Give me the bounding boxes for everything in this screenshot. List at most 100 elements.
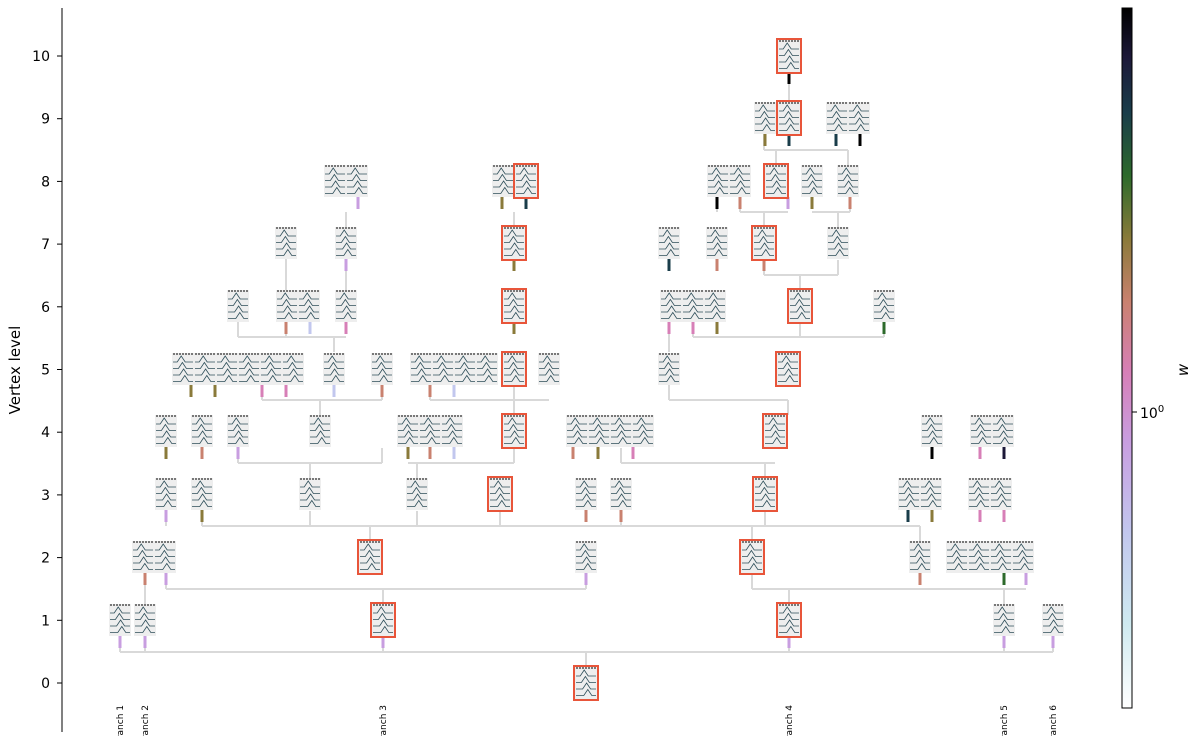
y-tick-label: 2 [41, 551, 50, 567]
branch-label: Branch 5 [1000, 705, 1010, 736]
node-glyph [323, 353, 345, 385]
highlight-frame [357, 539, 383, 575]
node-glyph [706, 227, 728, 259]
node-glyph [191, 415, 213, 447]
node-glyph [371, 353, 393, 385]
highlighted-node [763, 163, 789, 199]
node-glyph [566, 415, 654, 447]
highlighted-node [776, 602, 802, 638]
node-glyph [575, 541, 597, 573]
colorbar: 100 w [1121, 7, 1192, 709]
node-glyph [227, 290, 249, 322]
y-axis-title: Vertex level [6, 326, 24, 415]
node-glyph [134, 604, 156, 636]
highlighted-node [501, 288, 527, 324]
highlighted-node [762, 413, 788, 449]
node-glyph [109, 604, 131, 636]
node-glyph [827, 227, 849, 259]
node-glyph [837, 165, 859, 197]
y-tick-label: 4 [41, 425, 50, 441]
node-glyph [406, 478, 428, 510]
node-glyph [970, 415, 1014, 447]
node-glyph [172, 353, 304, 385]
highlighted-node [776, 38, 802, 74]
highlighted-node [775, 351, 801, 387]
y-tick-label: 5 [41, 363, 50, 379]
node-glyph [801, 165, 823, 197]
highlight-frame [739, 539, 765, 575]
node-glyph [873, 290, 895, 322]
node-glyph [132, 541, 176, 573]
node-glyph [191, 478, 213, 510]
branch-label: Branch 6 [1049, 705, 1059, 736]
branch-label: Branch 3 [379, 705, 389, 736]
highlight-frame [501, 225, 527, 261]
node-glyph [155, 478, 177, 510]
node-glyph [909, 541, 931, 573]
y-tick-label: 0 [41, 676, 50, 692]
tree-edges [119, 72, 1054, 667]
node-glyph [276, 290, 320, 322]
node-glyph [397, 415, 463, 447]
node-glyph [1042, 604, 1064, 636]
node-glyph [968, 478, 1012, 510]
tree-nodes [109, 38, 1064, 701]
node-glyph [707, 165, 751, 197]
highlighted-node [513, 163, 539, 199]
node-glyph [658, 353, 680, 385]
y-tick-label: 6 [41, 300, 50, 316]
node-glyph [575, 478, 597, 510]
y-tick-label: 8 [41, 174, 50, 190]
branch-label: Branch 2 [141, 705, 151, 736]
node-glyph [658, 227, 680, 259]
highlight-frame [763, 163, 789, 199]
y-tick-label: 10 [32, 49, 50, 65]
highlight-frame [513, 163, 539, 199]
highlighted-node [501, 225, 527, 261]
highlight-frame [776, 602, 802, 638]
node-glyph [993, 604, 1015, 636]
highlight-frame [752, 476, 778, 512]
branch-label: Branch 4 [785, 705, 795, 736]
y-tick-label: 3 [41, 488, 50, 504]
highlight-frame [487, 476, 513, 512]
highlighted-node [501, 413, 527, 449]
colorbar-label: w [1174, 363, 1192, 376]
branch-labels: Branch 1 Branch 2 Branch 3 Branch 4 Branch 5… [116, 705, 1059, 736]
highlight-frame [370, 602, 396, 638]
highlight-frame [775, 351, 801, 387]
highlight-frame [762, 413, 788, 449]
node-glyph [921, 415, 943, 447]
node-glyph [275, 227, 297, 259]
node-glyph [324, 165, 368, 197]
weight-stems [118, 72, 1055, 648]
y-ticks: 0 1 2 3 4 5 6 7 8 9 10 [32, 49, 62, 692]
node-glyph [946, 541, 1034, 573]
node-glyph [538, 353, 560, 385]
highlight-frame [501, 351, 527, 387]
highlighted-node [751, 225, 777, 261]
colorbar-gradient [1121, 7, 1133, 709]
highlighted-node [739, 539, 765, 575]
node-glyph [335, 290, 357, 322]
colorbar-tick-label: 100 [1140, 404, 1164, 422]
node-glyph [610, 478, 632, 510]
highlighted-node [501, 351, 527, 387]
node-glyph [299, 478, 321, 510]
highlighted-node [573, 665, 599, 701]
highlight-frame [787, 288, 813, 324]
highlight-frame [776, 100, 802, 136]
highlight-frame [573, 665, 599, 701]
node-glyph [826, 102, 870, 134]
node-glyph [410, 353, 498, 385]
highlighted-node [357, 539, 383, 575]
node-glyph [155, 415, 177, 447]
highlighted-node [787, 288, 813, 324]
highlighted-node [776, 100, 802, 136]
node-glyph [660, 290, 726, 322]
y-tick-label: 9 [41, 112, 50, 128]
highlighted-node [487, 476, 513, 512]
highlight-frame [501, 413, 527, 449]
node-glyph [227, 415, 249, 447]
